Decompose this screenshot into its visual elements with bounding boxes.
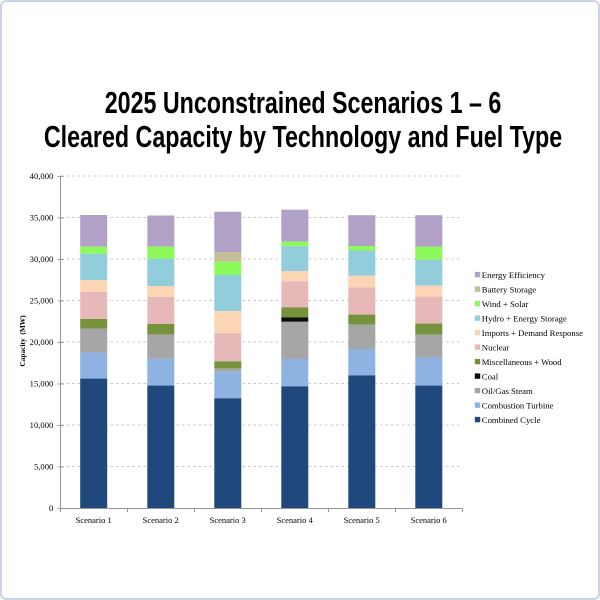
svg-text:5,000: 5,000 (34, 461, 53, 471)
svg-text:Hydro + Energy Storage: Hydro + Energy Storage (482, 314, 567, 324)
svg-text:Scenario 1: Scenario 1 (76, 515, 112, 525)
svg-text:20,000: 20,000 (30, 337, 54, 347)
svg-text:25,000: 25,000 (30, 295, 54, 305)
svg-text:Scenario 2: Scenario 2 (143, 515, 179, 525)
svg-text:Nuclear: Nuclear (482, 343, 510, 353)
svg-text:Combined Cycle: Combined Cycle (482, 415, 541, 425)
svg-text:40,000: 40,000 (30, 171, 54, 181)
svg-text:30,000: 30,000 (30, 254, 54, 264)
svg-text:Capacity (MW): Capacity (MW) (18, 315, 27, 367)
svg-text:Miscellaneous + Wood: Miscellaneous + Wood (482, 357, 562, 367)
svg-text:Coal: Coal (482, 372, 499, 382)
svg-text:Wind + Solar: Wind + Solar (482, 299, 529, 309)
svg-text:Scenario 4: Scenario 4 (277, 515, 314, 525)
svg-text:Combustion Turbine: Combustion Turbine (482, 401, 554, 411)
svg-text:Imports + Demand Response: Imports + Demand Response (482, 328, 583, 338)
svg-text:Scenario 3: Scenario 3 (210, 515, 246, 525)
svg-text:Oil/Gas Steam: Oil/Gas Steam (482, 386, 533, 396)
svg-text:Scenario 5: Scenario 5 (344, 515, 380, 525)
svg-text:15,000: 15,000 (30, 378, 54, 388)
svg-text:10,000: 10,000 (30, 420, 54, 430)
svg-text:0: 0 (49, 503, 53, 513)
svg-text:35,000: 35,000 (30, 212, 54, 222)
svg-text:Energy Efficiency: Energy Efficiency (482, 270, 546, 280)
svg-text:Battery Storage: Battery Storage (482, 285, 536, 295)
svg-text:Scenario 6: Scenario 6 (411, 515, 447, 525)
